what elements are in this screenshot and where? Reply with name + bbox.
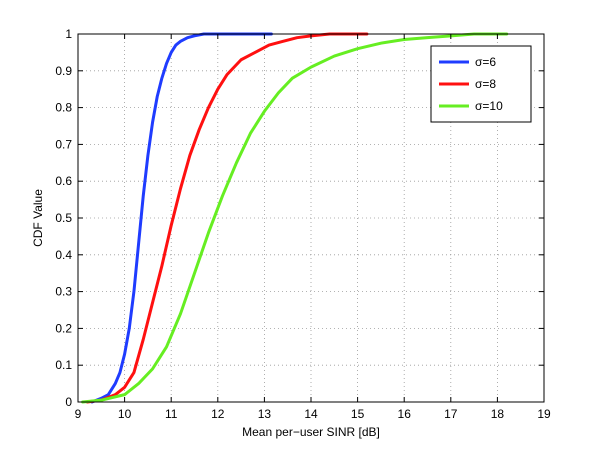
series-line-2 xyxy=(85,32,369,404)
y-tick-label: 0.3 xyxy=(55,285,72,299)
y-tick-label: 0.7 xyxy=(55,137,72,151)
x-tick-label: 10 xyxy=(118,407,132,421)
x-tick-label: 11 xyxy=(165,407,178,421)
legend-label: σ=6 xyxy=(475,55,496,69)
x-tick-label: 12 xyxy=(211,407,225,421)
legend-label: σ=8 xyxy=(475,77,496,91)
y-tick-label: 0.4 xyxy=(55,248,72,262)
x-tick-label: 19 xyxy=(537,407,551,421)
y-tick-label: 0.2 xyxy=(55,321,72,335)
y-axis-label: CDF Value xyxy=(31,189,45,247)
x-tick-label: 9 xyxy=(75,407,82,421)
y-tick-label: 0.6 xyxy=(55,174,72,188)
legend: σ=6 σ=8 σ=10 xyxy=(430,45,532,123)
legend-label: σ=10 xyxy=(475,99,503,113)
x-tick-label: 14 xyxy=(304,407,318,421)
y-tick-label: 0.8 xyxy=(55,101,72,115)
x-tick-label: 17 xyxy=(444,407,458,421)
y-tick-label: 0 xyxy=(65,395,72,409)
x-tick-label: 13 xyxy=(258,407,272,421)
ticks-layer: 9 10 11 12 13 14 15 16 17 18 19 0 0.1 0.2 0.3 0.4 0.5 0.6… xyxy=(55,27,551,421)
y-tick-label: 0.5 xyxy=(55,211,72,225)
y-tick-label: 1 xyxy=(65,27,72,41)
x-tick-label: 16 xyxy=(398,407,412,421)
y-tick-label: 0.1 xyxy=(55,358,72,372)
series-line-3 xyxy=(81,32,509,404)
x-tick-label: 18 xyxy=(491,407,505,421)
x-axis-label: Mean per−user SINR [dB] xyxy=(242,425,380,439)
y-tick-label: 0.9 xyxy=(55,64,72,78)
x-tick-label: 15 xyxy=(351,407,365,421)
